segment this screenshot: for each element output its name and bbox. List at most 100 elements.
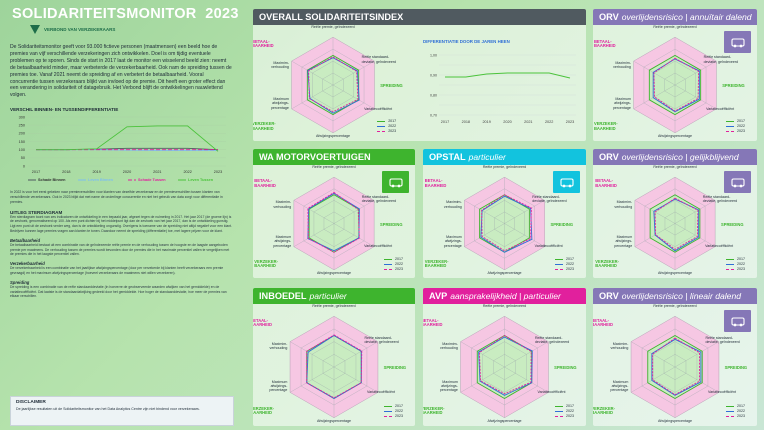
radar-axis (674, 341, 720, 368)
label-spreiding: SPREIDING (722, 83, 745, 88)
legend-2017: 2017 (721, 119, 745, 124)
disclaimer-box: DISCLAIMER De jaarlijkse resultaten uit … (10, 396, 234, 426)
panel-title: INBOEDEL (259, 291, 307, 301)
legend-swatch (384, 410, 392, 412)
legend-2022: 2022 (721, 262, 745, 267)
legend-swatch (384, 415, 392, 417)
panel-header: INBOEDEL particulier (253, 288, 415, 304)
radar-series-2022 (653, 198, 700, 252)
radar-series-2023 (481, 194, 532, 252)
verbond-logo: VERBOND VAN VERZEKERAARS (30, 25, 233, 34)
left-legend-label: Schade Tussen (138, 178, 166, 182)
legend-swatch (384, 268, 392, 270)
legend-2022: 2022 (550, 409, 574, 414)
label-reele-premie: Reële premie, geïndexeerd (311, 25, 355, 30)
radar-axis (674, 200, 716, 224)
radar-series-2023 (307, 191, 360, 253)
radar-axis (293, 223, 335, 247)
radar-legend: 2017 2022 2023 (372, 119, 396, 134)
panel-orv-l-icon (724, 310, 751, 332)
radar-axis (333, 223, 375, 247)
legend-label: 2017 (395, 403, 403, 408)
label-maximumverhouding: Maximim-verhouding (271, 61, 289, 70)
legend-2022: 2022 (372, 124, 396, 129)
label-maximumverhouding: Maximim-verhouding (613, 61, 631, 70)
diff-x-tick: 2017 (441, 120, 449, 124)
legend-swatch (726, 405, 734, 407)
panel-header: OVERALL SOLIDARITEITSINDEX (253, 9, 586, 25)
radar-chart (293, 176, 375, 271)
label-afwijzingspercentage: Afwijzingspercentage (658, 133, 692, 138)
left-x-tick: 2019 (92, 170, 100, 174)
label-betaalbaarheid: BETAAL-BAARHEID (424, 178, 447, 188)
label-variatiecoefficient: Variatiecoëfficiënt (706, 106, 735, 111)
panel-subtitle: overlijdensrisico | lineair dalend (621, 291, 742, 301)
left-series-3 (36, 125, 219, 152)
radar-axis (504, 200, 545, 224)
legend-2023: 2023 (379, 414, 403, 419)
label-max-afwijzingspercentage: Maximum afwijzings-percentage (273, 235, 292, 248)
label-afwijzingspercentage: Afwijzingspercentage (658, 418, 692, 423)
radar-legend: 2017 2022 2023 (721, 257, 745, 272)
left-y-tick: 0 (23, 165, 25, 169)
legend-2022: 2022 (379, 262, 403, 267)
radar-series-2017 (649, 194, 701, 253)
label-variatiecoefficient: Variatiecoëfficiënt (537, 389, 566, 394)
legend-2022: 2022 (721, 409, 745, 414)
panel-header: ORV overlijdensrisico | lineair dalend (593, 288, 757, 304)
panel-title: ORV (599, 152, 619, 162)
label-verzekerbaarheid: VERZEKER-BAARHEID (595, 258, 619, 268)
legend-swatch (377, 131, 386, 133)
legend-label: 2022 (737, 408, 745, 413)
label-maximumverhouding: Maximim-verhouding (443, 200, 462, 209)
legend-2017: 2017 (550, 404, 574, 409)
legend-label: 2017 (737, 403, 745, 408)
radar-legend: 2017 2022 2023 (721, 119, 745, 134)
panel-orv-a: ORV overlijdensrisico | annuïtair dalend R… (593, 9, 757, 141)
label-betaalbaarheid: BETAAL-BAARHEID (423, 317, 443, 328)
radar-chart (630, 316, 720, 418)
radar-axis (460, 366, 505, 393)
label-spreiding: SPREIDING (380, 83, 403, 88)
panel-header: ORV overlijdensrisico | gelijkblijvend (593, 149, 757, 165)
panel-orv-g-icon (724, 171, 751, 193)
label-maximumverhouding: Maximim-verhouding (614, 200, 633, 209)
text-spreiding: De spreiding is een combinatie van de re… (10, 284, 227, 299)
radar-legend: 2017 2022 2023 (379, 404, 403, 419)
radar-series-2017 (476, 335, 533, 399)
panel-inboedel: INBOEDEL particulier Reële premie, geïndex… (253, 288, 415, 426)
diff-series-line (445, 72, 571, 79)
legend-swatch (726, 126, 734, 128)
label-reele-standaarddeviatie: Reële standaard-deviatie, geïndexeerd (361, 55, 397, 64)
legend-label: 2022 (737, 261, 745, 266)
legend-swatch (377, 121, 386, 123)
diff-y-tick: 0,70 (430, 113, 437, 117)
legend-2023: 2023 (372, 129, 396, 134)
legend-label: 2022 (566, 408, 574, 413)
legend-swatch (726, 258, 734, 260)
legend-label: 2023 (566, 413, 574, 418)
panel-header: WA MOTORVOERTUIGEN (253, 149, 415, 165)
label-maximumverhouding: Maximim-verhouding (440, 341, 458, 350)
left-x-tick: 2017 (32, 170, 40, 174)
label-spreiding: SPREIDING (554, 365, 577, 370)
line-chart-differentiatie: 0 50 100 150 200 250 300 2017 2018 2019 2020 2021 20… (19, 116, 226, 182)
panel-header: OPSTAL particulier (423, 149, 586, 165)
radar-legend: 2017 2022 2023 (721, 404, 745, 419)
panel-orv-l: ORV overlijdensrisico | lineair dalend Reë… (593, 288, 757, 426)
radar-axis (332, 84, 375, 110)
label-betaalbaarheid: BETAAL-BAARHEID (595, 178, 617, 188)
radar-axis (630, 366, 676, 393)
label-spreiding: SPREIDING (383, 365, 407, 370)
radar-axis (333, 341, 379, 368)
radar-series-2017 (648, 54, 702, 116)
legend-label: 2022 (388, 124, 397, 129)
label-betaalbaarheid: BETAAL-BAARHEID (254, 178, 276, 188)
label-verzekerbaarheid: VERZEKER-BAARHEID (593, 405, 615, 415)
label-reele-premie: Reële premie, geïndexeerd (653, 165, 697, 170)
radar-axis (674, 366, 720, 393)
page-title: SOLIDARITEITSMONITOR 2023 (12, 6, 239, 22)
radar-legend: 2017 2022 2023 (379, 257, 403, 272)
label-afwijzingspercentage: Afwijzingspercentage (316, 133, 350, 138)
legend-swatch (555, 415, 563, 417)
